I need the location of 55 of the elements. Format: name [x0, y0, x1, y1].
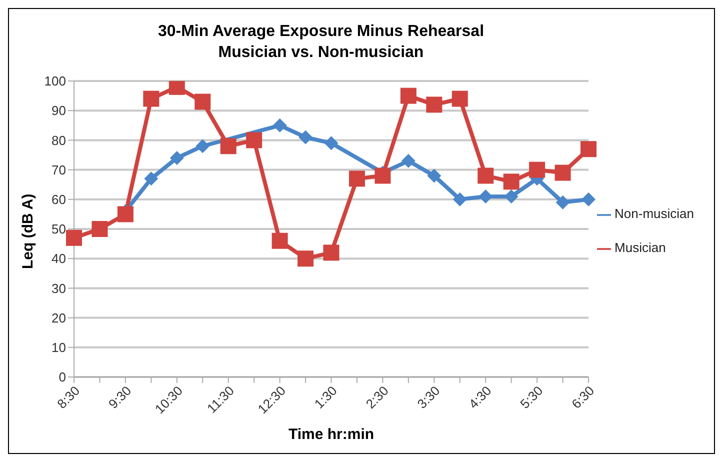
- point: [427, 168, 442, 183]
- point: [272, 118, 287, 132]
- x-axis-title: Time hr:min: [288, 426, 374, 443]
- point: [554, 164, 571, 181]
- point: [582, 192, 596, 206]
- point: [143, 90, 160, 107]
- point: [348, 170, 365, 187]
- point: [452, 192, 467, 206]
- y-axis-title: Leq (dB A): [19, 194, 36, 269]
- point: [194, 94, 211, 110]
- point: [580, 141, 597, 158]
- point: [170, 150, 184, 165]
- point: [401, 154, 416, 168]
- point: [504, 189, 518, 204]
- y-tick-label: 80: [52, 132, 66, 148]
- y-tick-label: 90: [52, 103, 66, 118]
- chart-title: 30-Min Average Exposure Minus Rehearsal Musician vs. Non-musician: [156, 22, 486, 63]
- x-tick-label: 9:30: [106, 383, 134, 412]
- y-tick-label: 70: [52, 162, 66, 178]
- y-tick-label: 0: [58, 370, 66, 385]
- point: [529, 162, 546, 178]
- point: [400, 88, 416, 104]
- x-tick-label: 3:30: [414, 383, 443, 412]
- legend-label: Non-musician: [614, 206, 694, 221]
- point: [452, 90, 468, 107]
- y-tick-label: 20: [52, 310, 66, 326]
- point: [220, 138, 236, 154]
- point: [374, 168, 391, 184]
- point: [92, 221, 108, 237]
- point: [426, 96, 442, 113]
- x-tick-label: 4:30: [466, 383, 494, 412]
- point: [503, 174, 520, 190]
- point: [298, 130, 313, 144]
- y-tick-label: 100: [44, 74, 66, 89]
- y-tick-label: 60: [52, 192, 66, 208]
- x-tick-label: 1:30: [311, 383, 340, 412]
- x-tick-label: 8:30: [54, 383, 83, 412]
- point: [272, 232, 288, 249]
- y-tick-label: 30: [52, 280, 66, 296]
- point: [298, 250, 314, 267]
- point: [478, 168, 494, 184]
- legend-label: Musician: [614, 240, 666, 255]
- point: [66, 230, 82, 246]
- point: [323, 244, 340, 261]
- point: [144, 172, 158, 186]
- point: [556, 195, 570, 210]
- y-tick-label: 40: [52, 251, 66, 266]
- point: [196, 139, 210, 154]
- x-tick-label: 6:30: [568, 383, 598, 412]
- y-tick-label: 50: [52, 222, 66, 237]
- x-tick-label: 5:30: [517, 383, 546, 412]
- point: [246, 132, 262, 148]
- point: [117, 206, 134, 222]
- point: [324, 136, 338, 150]
- y-tick-label: 10: [52, 340, 66, 356]
